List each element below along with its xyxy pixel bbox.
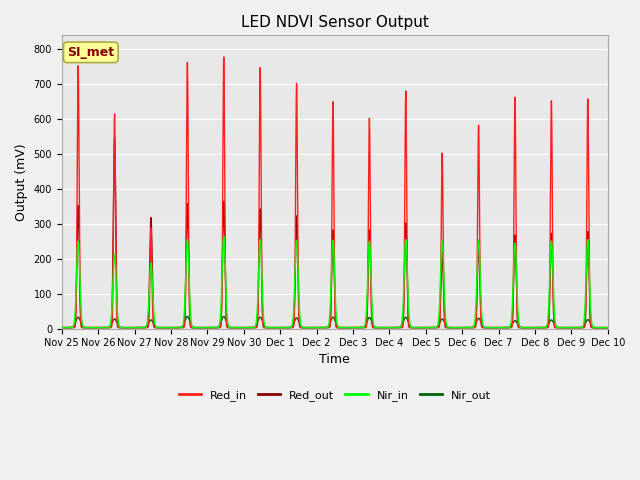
Nir_out xyxy=(262,324,270,330)
Red_in xyxy=(220,54,228,60)
Line: Red_out: Red_out xyxy=(62,139,608,328)
Red_in xyxy=(488,325,495,331)
Nir_out xyxy=(169,325,177,331)
Line: Nir_in: Nir_in xyxy=(62,236,608,328)
Nir_in xyxy=(58,325,66,331)
Nir_out xyxy=(175,325,182,331)
Red_in xyxy=(410,325,418,331)
Nir_out xyxy=(410,325,418,331)
Nir_in xyxy=(220,233,228,239)
Nir_in xyxy=(602,325,610,331)
Nir_in xyxy=(262,324,270,330)
Red_out xyxy=(410,325,418,331)
Nir_in xyxy=(604,325,612,331)
Red_out xyxy=(111,136,118,142)
Red_out xyxy=(58,325,66,331)
Nir_in xyxy=(175,325,182,331)
Title: LED NDVI Sensor Output: LED NDVI Sensor Output xyxy=(241,15,429,30)
Red_in xyxy=(262,325,270,331)
Red_out xyxy=(604,325,612,331)
Red_out xyxy=(169,325,177,331)
Nir_in xyxy=(410,325,418,331)
Red_out xyxy=(488,325,495,331)
Nir_out xyxy=(604,325,611,331)
Red_out xyxy=(262,325,270,331)
Line: Nir_out: Nir_out xyxy=(62,316,608,328)
Red_in xyxy=(175,325,182,331)
Nir_in xyxy=(488,325,495,331)
X-axis label: Time: Time xyxy=(319,352,350,366)
Nir_out xyxy=(58,325,66,331)
Red_in xyxy=(604,325,612,331)
Red_in xyxy=(169,325,177,331)
Nir_in xyxy=(169,325,177,331)
Nir_out xyxy=(488,325,495,331)
Red_out xyxy=(602,325,610,331)
Text: SI_met: SI_met xyxy=(67,46,115,59)
Red_in xyxy=(602,325,610,331)
Red_out xyxy=(175,325,182,331)
Nir_out xyxy=(184,313,191,319)
Nir_out xyxy=(604,325,612,331)
Red_in xyxy=(58,325,66,331)
Legend: Red_in, Red_out, Nir_in, Nir_out: Red_in, Red_out, Nir_in, Nir_out xyxy=(174,385,495,405)
Y-axis label: Output (mV): Output (mV) xyxy=(15,143,28,221)
Nir_out xyxy=(602,325,610,331)
Line: Red_in: Red_in xyxy=(62,57,608,328)
